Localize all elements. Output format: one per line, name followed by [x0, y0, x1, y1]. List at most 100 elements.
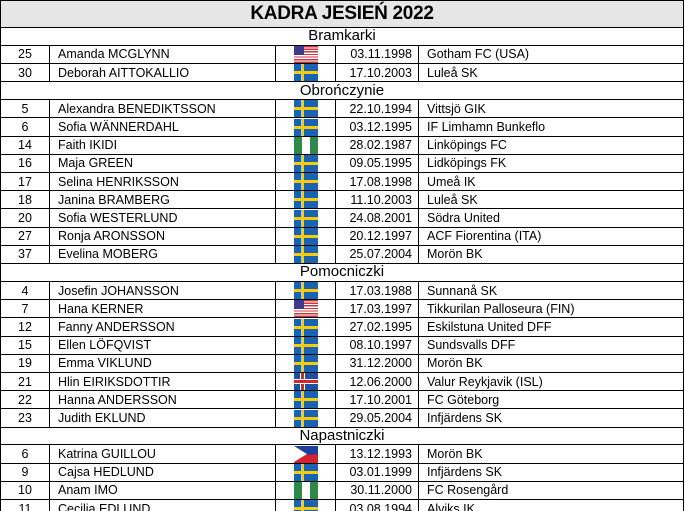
- swe-flag-icon: [293, 100, 318, 117]
- nationality-cell: [275, 63, 336, 83]
- birth-date: 22.10.1994: [335, 99, 419, 119]
- swe-flag-icon: [293, 391, 318, 408]
- player-row: 25 Amanda MCGLYNN 03.11.1998 Gotham FC (…: [0, 44, 684, 65]
- club: Morön BK: [418, 444, 684, 464]
- birth-date: 03.12.1995: [335, 117, 419, 137]
- player-number: 27: [0, 226, 50, 246]
- birth-date: 25.07.2004: [335, 244, 419, 265]
- nationality-cell: [275, 444, 336, 464]
- swe-flag-icon: [293, 118, 318, 136]
- player-name: Hana KERNER: [49, 299, 276, 319]
- swe-flag-icon: [293, 228, 318, 245]
- player-number: 4: [0, 280, 50, 301]
- nationality-cell: [275, 371, 336, 392]
- nationality-cell: [275, 480, 336, 501]
- player-row: 14 Faith IKIDI 28.02.1987 Linköpings FC: [0, 135, 684, 155]
- birth-date: 03.01.1999: [335, 462, 419, 482]
- player-row: 9 Cajsa HEDLUND 03.01.1999 Infjärdens SK: [0, 462, 684, 482]
- nga-flag-icon: [293, 482, 318, 499]
- section-title: Bramkarki: [0, 27, 684, 46]
- nationality-cell: [275, 280, 336, 301]
- player-row: 12 Fanny ANDERSSON 27.02.1995 Eskilstuna…: [0, 317, 684, 337]
- club: IF Limhamn Bunkeflo: [418, 117, 684, 137]
- player-name: Josefin JOHANSSON: [49, 280, 276, 301]
- club: Linköpings FC: [418, 135, 684, 155]
- club: Umeå IK: [418, 171, 684, 192]
- page-title: KADRA JESIEŃ 2022: [0, 0, 684, 28]
- nationality-cell: [275, 153, 336, 174]
- section-header: Pomocniczki: [0, 263, 684, 282]
- player-name: Ronja ARONSSON: [49, 226, 276, 246]
- swe-flag-icon: [293, 409, 318, 427]
- player-number: 19: [0, 353, 50, 373]
- player-number: 6: [0, 444, 50, 464]
- birth-date: 28.02.1987: [335, 135, 419, 155]
- player-name: Amanda MCGLYNN: [49, 44, 276, 65]
- club: ACF Fiorentina (ITA): [418, 226, 684, 246]
- birth-date: 13.12.1993: [335, 444, 419, 464]
- club: Södra United: [418, 208, 684, 228]
- player-row: 5 Alexandra BENEDIKTSSON 22.10.1994 Vitt…: [0, 99, 684, 119]
- birth-date: 08.10.1997: [335, 335, 419, 355]
- club: Infjärdens SK: [418, 408, 684, 428]
- swe-flag-icon: [293, 464, 318, 481]
- player-row: 11 Cecilia EDLUND 03.08.1994 Alviks IK: [0, 499, 684, 511]
- player-name: Judith EKLUND: [49, 408, 276, 428]
- swe-flag-icon: [293, 246, 318, 263]
- birth-date: 24.08.2001: [335, 208, 419, 228]
- swe-flag-icon: [293, 155, 318, 172]
- nationality-cell: [275, 244, 336, 265]
- nationality-cell: [275, 171, 336, 192]
- birth-date: 11.10.2003: [335, 190, 419, 210]
- club: Gotham FC (USA): [418, 44, 684, 65]
- player-name: Cajsa HEDLUND: [49, 462, 276, 482]
- swe-flag-icon: [293, 355, 318, 372]
- player-name: Alexandra BENEDIKTSSON: [49, 99, 276, 119]
- player-row: 15 Ellen LÖFQVIST 08.10.1997 Sundsvalls …: [0, 335, 684, 355]
- phl-flag-icon: [293, 445, 318, 463]
- birth-date: 17.10.2001: [335, 390, 419, 410]
- player-name: Anam IMO: [49, 480, 276, 501]
- player-name: Cecilia EDLUND: [49, 499, 276, 511]
- player-name: Evelina MOBERG: [49, 244, 276, 265]
- player-row: 10 Anam IMO 30.11.2000 FC Rosengård: [0, 480, 684, 501]
- section-header: Bramkarki: [0, 27, 684, 46]
- player-row: 17 Selina HENRIKSSON 17.08.1998 Umeå IK: [0, 171, 684, 192]
- nationality-cell: [275, 44, 336, 65]
- swe-flag-icon: [293, 337, 318, 354]
- player-row: 22 Hanna ANDERSSON 17.10.2001 FC Götebor…: [0, 390, 684, 410]
- birth-date: 30.11.2000: [335, 480, 419, 501]
- player-number: 25: [0, 44, 50, 65]
- player-number: 12: [0, 317, 50, 337]
- club: Lidköpings FK: [418, 153, 684, 174]
- section-title: Pomocniczki: [0, 263, 684, 282]
- nationality-cell: [275, 135, 336, 155]
- birth-date: 17.10.2003: [335, 63, 419, 83]
- player-number: 17: [0, 171, 50, 192]
- player-number: 16: [0, 153, 50, 174]
- player-name: Fanny ANDERSSON: [49, 317, 276, 337]
- player-row: 6 Sofia WÄNNERDAHL 03.12.1995 IF Limhamn…: [0, 117, 684, 137]
- birth-date: 20.12.1997: [335, 226, 419, 246]
- club: FC Rosengård: [418, 480, 684, 501]
- club: Morön BK: [418, 244, 684, 265]
- club: Tikkurilan Palloseura (FIN): [418, 299, 684, 319]
- player-number: 6: [0, 117, 50, 137]
- player-row: 21 Hlin EIRIKSDOTTIR 12.06.2000 Valur Re…: [0, 371, 684, 392]
- birth-date: 31.12.2000: [335, 353, 419, 373]
- player-number: 30: [0, 63, 50, 83]
- birth-date: 09.05.1995: [335, 153, 419, 174]
- player-number: 21: [0, 371, 50, 392]
- birth-date: 12.06.2000: [335, 371, 419, 392]
- nationality-cell: [275, 208, 336, 228]
- nationality-cell: [275, 299, 336, 319]
- swe-flag-icon: [293, 500, 318, 511]
- nga-flag-icon: [293, 137, 318, 154]
- swe-flag-icon: [293, 191, 318, 208]
- nationality-cell: [275, 117, 336, 137]
- player-row: 4 Josefin JOHANSSON 17.03.1988 Sunnanå S…: [0, 280, 684, 301]
- club: Valur Reykjavik (ISL): [418, 371, 684, 392]
- usa-flag-icon: [293, 300, 318, 317]
